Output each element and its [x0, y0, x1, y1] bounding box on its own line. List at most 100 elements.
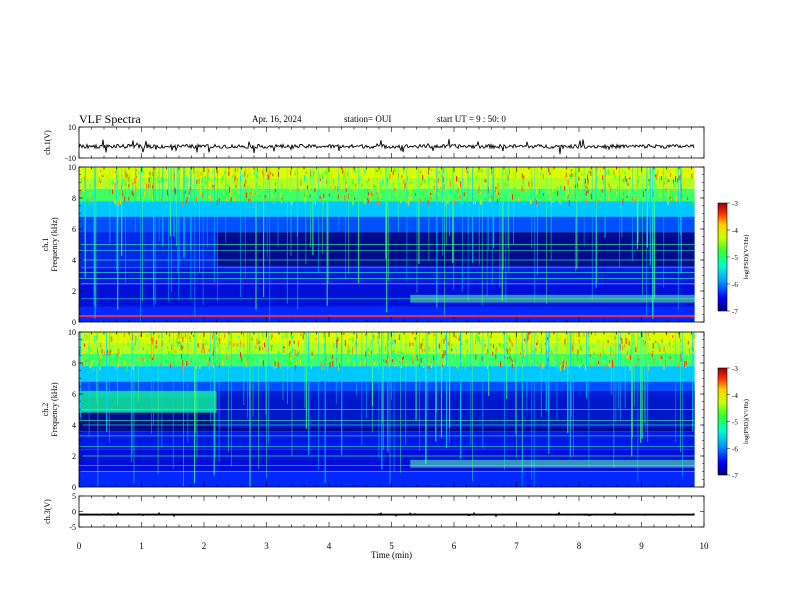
spec-speckle	[189, 335, 191, 340]
spec-speckle	[565, 196, 566, 201]
spec-speckle	[663, 347, 665, 352]
spec-speckle	[163, 350, 165, 356]
spec-speckle	[339, 179, 341, 185]
spec-speckle	[610, 346, 612, 353]
spec-speckle	[454, 180, 456, 185]
spec-speckle	[616, 191, 618, 196]
spec-speckle	[241, 187, 243, 192]
spec-speckle	[273, 191, 275, 195]
spec-speckle	[391, 350, 393, 356]
spec-speckle	[372, 335, 374, 341]
spec-speckle	[339, 186, 341, 189]
spec-speckle	[82, 357, 84, 361]
spec-band	[410, 294, 695, 303]
spec-speckle	[354, 169, 356, 172]
spec-speckle	[579, 171, 581, 176]
spec-speckle	[667, 193, 669, 198]
spec-speckle	[491, 182, 493, 187]
spec-speckle	[322, 199, 324, 205]
spec-speckle	[80, 338, 82, 342]
spec-speckle	[196, 196, 197, 202]
spec-speckle	[83, 186, 85, 193]
spec-speckle	[403, 356, 404, 360]
spec-speckle	[662, 172, 664, 177]
spec-speckle	[97, 356, 98, 362]
spec-speckle	[155, 340, 157, 345]
spec-speckle	[480, 192, 482, 195]
spec-speckle	[124, 359, 126, 366]
spec-speckle	[86, 198, 88, 202]
spec-speckle	[331, 174, 333, 179]
spec-speckle	[256, 167, 258, 172]
spec-speckle	[308, 184, 309, 190]
spec-speckle	[309, 194, 311, 198]
spec-speckle	[309, 341, 310, 346]
spec-speckle	[541, 347, 543, 354]
spec-speckle	[321, 365, 323, 369]
spec-speckle	[368, 351, 370, 355]
spec-speckle	[147, 359, 149, 363]
spec-speckle	[391, 192, 393, 198]
spec-speckle	[440, 173, 442, 178]
spec-speckle	[560, 174, 562, 181]
spec-speckle	[535, 347, 537, 353]
spec-speckle	[602, 344, 604, 351]
spec-speckle	[353, 363, 355, 367]
ch1-ylabel: ch.1(V)	[43, 130, 52, 155]
spec-speckle	[584, 182, 586, 188]
spec-speckle	[102, 170, 104, 176]
spec-speckle	[268, 168, 270, 174]
spec-speckle	[137, 170, 139, 175]
spec-speckle	[311, 364, 312, 369]
spec-speckle	[549, 191, 551, 194]
spec-speckle	[461, 341, 463, 346]
spec-speckle	[542, 338, 544, 344]
spec-speckle	[313, 342, 314, 347]
spec-speckle	[362, 198, 364, 204]
spec-speckle	[680, 358, 682, 362]
y-tick-label: 10	[68, 328, 76, 337]
spec-speckle	[517, 189, 519, 192]
spec-speckle	[186, 186, 188, 189]
spec-speckle	[201, 185, 203, 189]
spec-speckle	[374, 184, 375, 188]
spec-speckle	[349, 354, 351, 359]
spec-speckle	[518, 198, 520, 202]
spec-speckle	[202, 193, 203, 199]
spec-speckle	[80, 178, 82, 183]
spec-speckle	[331, 345, 332, 352]
spec-speckle	[244, 342, 246, 345]
spectrogram-2	[79, 332, 696, 487]
spec-speckle	[331, 355, 333, 359]
spec-speckle	[618, 176, 620, 181]
x-tick-label: 5	[389, 541, 394, 551]
spec-speckle	[209, 195, 211, 201]
spec-speckle	[182, 200, 184, 206]
spec-speckle	[485, 192, 487, 198]
spec-speckle	[89, 191, 91, 196]
spec-speckle	[475, 354, 477, 360]
spec-speckle	[364, 359, 366, 365]
spec-speckle	[401, 355, 403, 362]
spec-speckle	[514, 172, 516, 178]
spec-speckle	[373, 337, 375, 341]
spec-speckle	[460, 200, 462, 206]
spec-speckle	[416, 354, 418, 359]
spec-speckle	[132, 363, 134, 370]
spec-speckle	[304, 174, 305, 181]
spec-speckle	[616, 356, 618, 360]
spec-speckle	[663, 182, 665, 185]
spec-speckle	[672, 193, 674, 196]
spec-speckle	[383, 359, 385, 362]
spec-speckle	[111, 181, 113, 185]
spec-speckle	[433, 336, 434, 342]
spec-speckle	[562, 361, 564, 367]
spec-speckle	[457, 187, 459, 193]
spec-speckle	[443, 350, 445, 356]
spec-speckle	[258, 185, 260, 188]
spec-speckle	[531, 349, 533, 353]
spec-speckle	[122, 190, 124, 197]
spec-speckle	[380, 189, 382, 195]
spec-speckle	[88, 346, 90, 350]
